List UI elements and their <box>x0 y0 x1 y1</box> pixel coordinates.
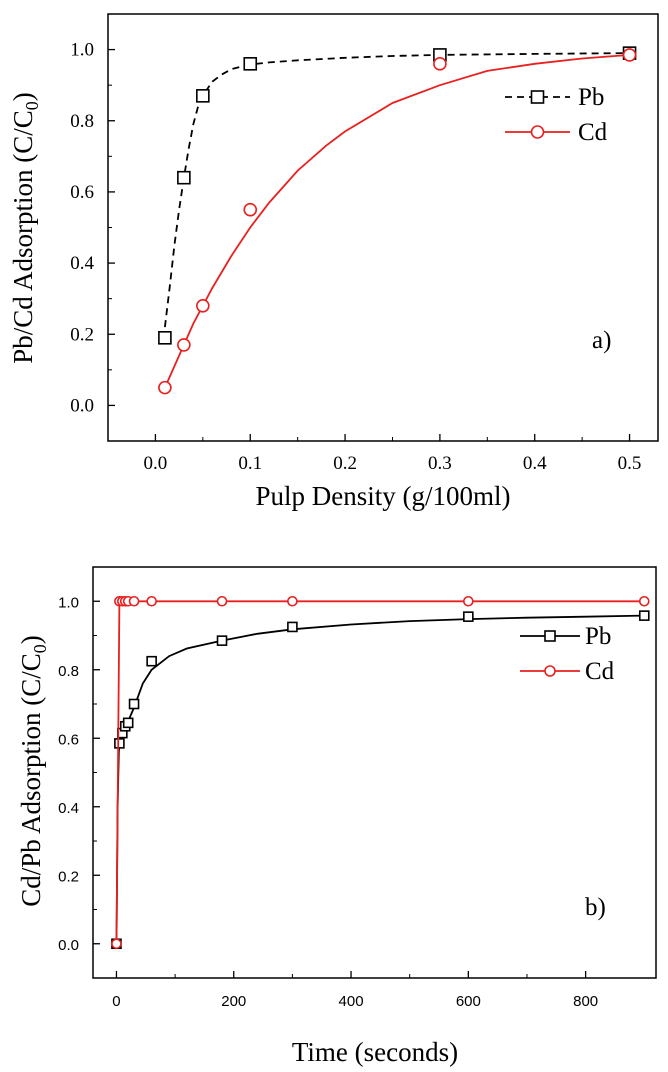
y-tick-label: 0.6 <box>58 731 79 748</box>
series-pb <box>111 610 650 950</box>
x-tick-label: 600 <box>456 993 481 1010</box>
data-point-pb <box>177 170 191 185</box>
x-tick-label: 0.2 <box>333 453 357 474</box>
data-point-pb <box>146 655 157 667</box>
series-pb <box>158 46 637 345</box>
x-axis-title: Time (seconds) <box>292 1037 458 1067</box>
panel-label: a) <box>592 327 611 354</box>
y-tick-label: 0.6 <box>70 182 94 203</box>
data-point-cd <box>287 595 298 607</box>
data-point-cd <box>128 595 140 607</box>
series-line-pb <box>115 614 645 944</box>
series-line-cd <box>115 600 645 944</box>
panel-label: b) <box>585 894 606 921</box>
y-axis-title-close: ) <box>16 635 46 644</box>
legend-label-pb: Pb <box>585 623 611 650</box>
legend-label-pb: Pb <box>578 84 604 111</box>
legend-label-cd: Cd <box>578 119 608 146</box>
y-tick-label: 0.8 <box>70 111 94 132</box>
y-axis-title-main: Pb/Cd Adsorption (C/C <box>8 110 38 364</box>
x-tick-label: 800 <box>573 993 598 1010</box>
x-tick-label: 0.0 <box>144 453 168 474</box>
x-tick-label: 0.5 <box>618 453 642 474</box>
data-point-pb <box>216 635 228 646</box>
legend: Pb Cd <box>505 84 608 146</box>
data-point-cd <box>638 595 650 607</box>
data-point-cd <box>196 298 210 313</box>
y-tick-label: 0.4 <box>70 253 94 274</box>
y-axis-title-close: ) <box>8 92 38 101</box>
y-tick-label: 0.0 <box>70 395 94 416</box>
series-cd <box>158 48 637 395</box>
data-point-pb <box>128 698 140 710</box>
data-point-cd <box>243 202 258 217</box>
series-line-cd <box>164 54 630 388</box>
data-point-pb <box>122 717 134 729</box>
chart-panel-b: 0 200 400 600 800 0.0 0.2 0.4 0.6 0.8 1.0 Time (sec… <box>16 566 657 1067</box>
y-axis-title: Pb/Cd Adsorption (C/C0) <box>8 92 42 364</box>
data-point-cd <box>216 595 228 607</box>
data-point-pb <box>114 738 125 749</box>
x-axis-title: Pulp Density (g/100ml) <box>256 481 511 511</box>
data-point-cd <box>177 338 191 352</box>
x-tick-label: 0 <box>112 993 120 1010</box>
y-axis-title: Cd/Pb Adsorption (C/C0) <box>16 635 50 907</box>
data-point-pb <box>638 610 650 621</box>
data-point-cd <box>146 595 157 607</box>
data-point-cd <box>622 48 637 62</box>
y-tick-label: 1.0 <box>70 40 94 61</box>
plot-frame <box>107 13 659 442</box>
data-point-pb <box>196 89 210 103</box>
y-axis-title-subscript: 0 <box>30 644 50 653</box>
legend: Pb Cd <box>520 623 615 685</box>
data-point-pb <box>243 57 258 71</box>
y-tick-label: 0.4 <box>58 800 79 817</box>
legend-marker-cd <box>530 125 545 139</box>
data-point-cd <box>111 938 122 950</box>
data-point-pb <box>287 621 298 633</box>
data-point-pb <box>463 611 474 622</box>
x-tick-label: 0.4 <box>523 453 547 474</box>
chart-panel-a: 0.0 0.1 0.2 0.3 0.4 0.5 0.0 0.2 0.4 0.6 0.8 1.0 Pulp… <box>8 13 659 511</box>
y-axis-title-subscript: 0 <box>22 101 42 110</box>
x-tick-label: 400 <box>339 993 364 1010</box>
legend-marker-pb <box>544 630 556 642</box>
y-tick-label: 0.2 <box>58 868 79 885</box>
y-tick-label: 1.0 <box>58 594 79 611</box>
data-point-pb <box>158 331 172 345</box>
data-point-cd <box>433 57 447 71</box>
y-axis-title-main: Cd/Pb Adsorption (C/C <box>16 653 46 907</box>
plot-frame <box>92 566 657 979</box>
series-cd <box>111 595 650 950</box>
legend-label-cd: Cd <box>585 658 615 685</box>
x-tick-label: 0.1 <box>238 453 262 474</box>
y-tick-label: 0.2 <box>70 324 94 345</box>
x-tick-label: 200 <box>221 993 246 1010</box>
y-tick-label: 0.8 <box>58 663 79 680</box>
y-tick-label: 0.0 <box>58 937 79 954</box>
data-point-cd <box>463 595 474 607</box>
series-line-pb <box>164 52 630 328</box>
x-tick-label: 0.3 <box>428 453 452 474</box>
data-point-cd <box>158 380 172 395</box>
legend-marker-cd <box>544 665 556 677</box>
legend-marker-pb <box>530 90 545 104</box>
